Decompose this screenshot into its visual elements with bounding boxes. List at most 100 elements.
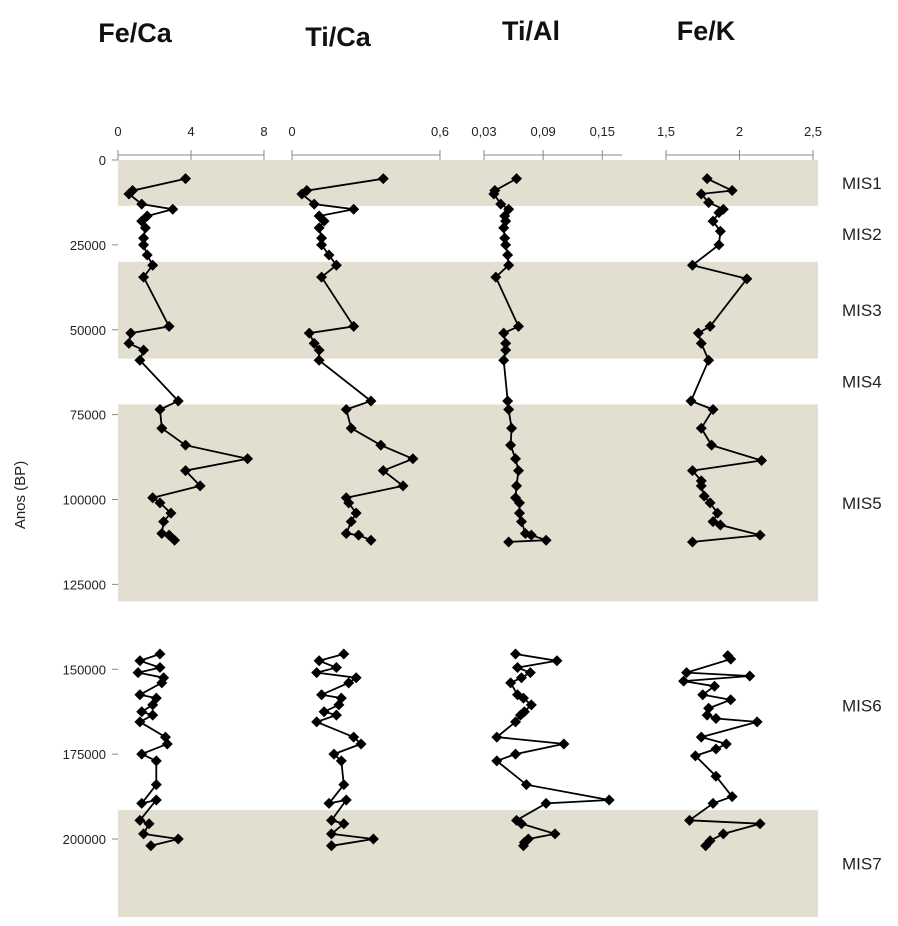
data-point-fe-ca-0-25	[147, 492, 159, 504]
y-tick-label-125000: 125000	[63, 577, 106, 592]
data-point-fe-k-0-5	[713, 207, 725, 219]
data-point-fe-ca-1-2	[154, 662, 166, 674]
data-point-fe-k-0-1	[726, 185, 738, 197]
data-point-ti-al-1-21	[549, 828, 561, 840]
data-point-ti-ca-1-1	[313, 655, 325, 667]
data-point-ti-ca-0-20	[345, 422, 357, 434]
data-point-fe-ca-0-12	[138, 271, 150, 283]
data-point-ti-ca-1-21	[325, 828, 337, 840]
data-point-ti-al-1-15	[491, 755, 503, 767]
data-point-ti-al-0-30	[525, 529, 537, 541]
data-point-ti-ca-1-20	[338, 818, 350, 830]
panel-title-fe-k: Fe/K	[677, 16, 736, 46]
data-point-ti-al-0-22	[510, 453, 522, 465]
data-point-ti-ca-0-21	[375, 439, 387, 451]
panel-titles: Fe/Ca Ti/Ca Ti/Al Fe/K	[98, 16, 736, 52]
data-point-fe-ca-1-3	[132, 667, 144, 679]
data-point-fe-k-0-28	[754, 529, 766, 541]
data-point-ti-al-0-15	[500, 337, 512, 349]
data-point-ti-ca-1-11	[311, 716, 323, 728]
data-point-ti-ca-0-6	[318, 215, 330, 227]
data-point-fe-k-0-12	[692, 327, 704, 339]
mis-label-mis5: MIS5	[842, 494, 882, 513]
data-point-fe-k-1-9	[701, 709, 713, 721]
mis-label-mis2: MIS2	[842, 225, 882, 244]
data-point-fe-k-0-15	[685, 395, 697, 407]
x-tick-label-ti-ca-1: 0,6	[431, 124, 449, 139]
data-point-fe-k-1-2	[681, 667, 693, 679]
data-point-fe-k-0-7	[714, 225, 726, 237]
x-tick-label-fe-k-0: 1,5	[657, 124, 675, 139]
data-point-ti-ca-0-18	[365, 395, 377, 407]
data-point-fe-ca-0-16	[138, 344, 150, 356]
band-mis1	[118, 160, 818, 206]
data-point-ti-al-0-11	[503, 259, 515, 271]
data-point-ti-ca-0-13	[348, 320, 360, 332]
data-point-ti-al-1-5	[505, 677, 517, 689]
y-axis-title: Anos (BP)	[12, 461, 29, 529]
data-point-fe-ca-1-10	[147, 709, 159, 721]
data-point-ti-ca-1-0	[338, 648, 350, 660]
band-mis7	[118, 810, 818, 918]
data-point-ti-al-0-14	[498, 327, 510, 339]
data-point-fe-k-0-22	[695, 480, 707, 492]
data-point-fe-ca-0-28	[158, 516, 170, 528]
data-point-fe-ca-1-9	[136, 706, 148, 718]
data-point-fe-ca-0-23	[180, 465, 192, 477]
data-point-fe-k-1-5	[709, 680, 721, 692]
data-point-fe-ca-1-22	[172, 833, 184, 845]
data-point-ti-ca-0-14	[303, 327, 315, 339]
data-point-ti-al-1-4	[515, 672, 527, 684]
data-point-ti-al-0-3	[495, 198, 507, 210]
x-tick-label-fe-ca-2: 8	[260, 124, 267, 139]
data-point-fe-k-0-16	[707, 404, 719, 416]
data-point-ti-ca-1-23	[325, 840, 337, 852]
data-point-fe-ca-1-5	[156, 677, 168, 689]
data-point-ti-al-1-7	[517, 692, 529, 704]
data-point-fe-k-0-27	[714, 519, 726, 531]
data-point-ti-al-1-13	[558, 738, 570, 750]
data-point-fe-ca-1-16	[150, 779, 162, 791]
y-tick-label-150000: 150000	[63, 662, 106, 677]
data-point-fe-ca-0-19	[154, 404, 166, 416]
data-point-fe-ca-0-9	[138, 239, 150, 251]
data-point-fe-k-0-10	[741, 273, 753, 285]
data-point-ti-al-1-14	[510, 748, 522, 760]
data-point-fe-k-1-4	[678, 675, 690, 687]
data-point-ti-al-1-18	[540, 797, 552, 809]
data-point-fe-k-0-11	[704, 320, 716, 332]
mis-label-mis3: MIS3	[842, 301, 882, 320]
data-point-ti-ca-1-9	[318, 706, 330, 718]
data-point-fe-ca-1-17	[136, 797, 148, 809]
data-point-ti-al-0-17	[498, 354, 510, 366]
data-point-ti-al-0-26	[513, 497, 525, 509]
x-tick-label-fe-k-2: 2,5	[804, 124, 822, 139]
x-tick-label-fe-ca-1: 4	[187, 124, 194, 139]
data-point-ti-ca-0-27	[350, 507, 362, 519]
data-point-fe-k-1-18	[707, 797, 719, 809]
x-tick-label-ti-ca-0: 0	[288, 124, 295, 139]
data-point-fe-k-0-13	[695, 337, 707, 349]
data-point-ti-ca-0-2	[296, 188, 308, 200]
data-point-ti-ca-0-12	[316, 271, 328, 283]
data-point-ti-al-0-13	[513, 320, 524, 332]
data-point-fe-k-0-3	[703, 196, 715, 208]
data-point-ti-al-0-31	[540, 534, 552, 546]
data-point-ti-ca-0-11	[330, 259, 342, 271]
data-point-ti-al-0-32	[503, 536, 515, 548]
data-point-ti-ca-0-17	[313, 354, 325, 366]
y-tick-label-50000: 50000	[70, 323, 106, 338]
data-point-ti-ca-0-7	[313, 222, 325, 234]
panel-title-ti-ca: Ti/Ca	[305, 22, 372, 52]
data-point-ti-al-0-2	[488, 188, 500, 200]
mis-label-mis7: MIS7	[842, 855, 882, 874]
y-tick-label-0: 0	[99, 153, 106, 168]
data-point-fe-k-1-20	[754, 818, 766, 830]
data-point-ti-al-1-12	[491, 731, 503, 743]
data-point-fe-ca-0-15	[123, 337, 135, 349]
data-point-fe-k-0-23	[698, 490, 710, 502]
data-point-ti-ca-1-3	[311, 667, 323, 679]
data-point-fe-k-1-10	[710, 712, 722, 724]
data-point-fe-ca-1-23	[145, 840, 157, 852]
data-point-fe-k-1-17	[726, 791, 738, 803]
